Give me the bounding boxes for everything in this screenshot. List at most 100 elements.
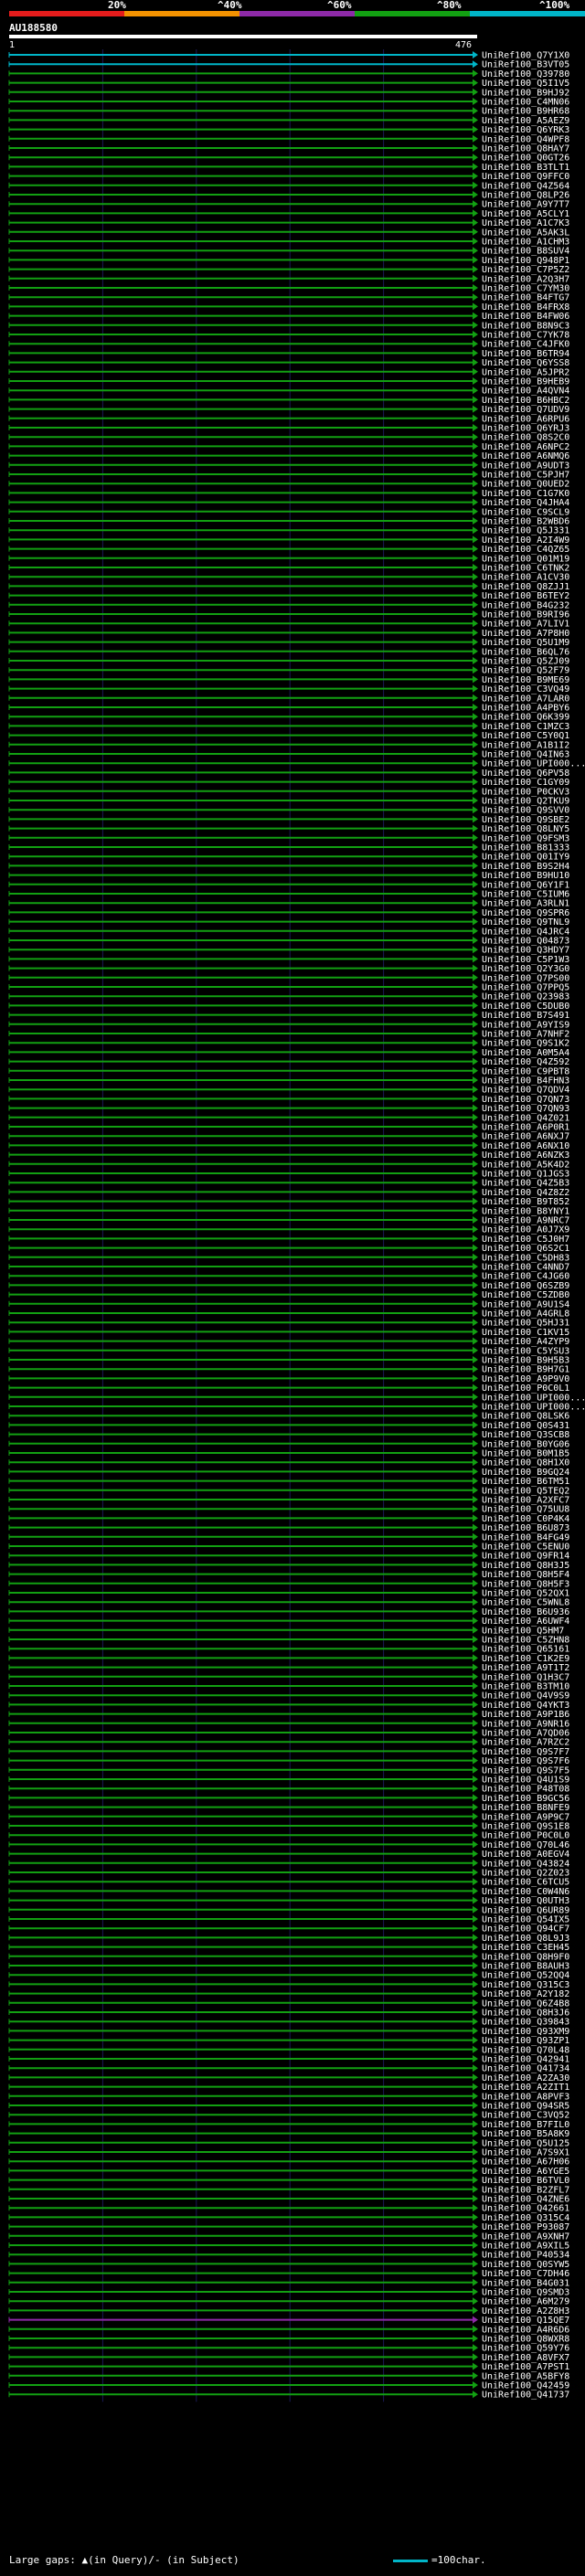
hit-row: UniRef100_A4GRL8: [8, 1309, 569, 1320]
hit-arrow: [473, 1141, 478, 1150]
hit-arrow: [473, 824, 478, 832]
hit-arrow: [473, 704, 478, 711]
hit-row: UniRef100_Q6Y1F1: [8, 880, 569, 890]
hit-label: UniRef100_Q6YRJ3: [482, 424, 569, 434]
hit-label: UniRef100_Q0UTH3: [482, 1896, 569, 1906]
hit-row: UniRef100_C5P1W3: [8, 955, 569, 965]
hit-arrow: [473, 1319, 478, 1327]
hit-arrow: [473, 358, 478, 366]
hit-row: UniRef100_Q4WPF8: [8, 134, 569, 144]
hit-label: UniRef100_Q43824: [482, 1859, 569, 1869]
legend-tick-100: ^100%: [539, 0, 570, 11]
hit-label: UniRef100_B9S2H4: [482, 862, 569, 872]
hit-row: UniRef100_Q8H9F0: [8, 1952, 569, 1962]
hit-arrow: [473, 1113, 478, 1121]
hit-arrow: [473, 2176, 478, 2184]
hit-row: UniRef100_B6U873: [8, 1523, 569, 1533]
hit-label: UniRef100_P0C0L0: [482, 1831, 569, 1841]
hit-arrow: [473, 1039, 478, 1047]
hit-label: UniRef100_A6NXJ7: [482, 1132, 569, 1142]
hit-label: UniRef100_C5IUM6: [482, 890, 569, 900]
hit-label: UniRef100_A5JPR2: [482, 367, 569, 377]
hit-label: UniRef100_C9SCL9: [482, 507, 569, 517]
hit-arrow: [473, 1980, 478, 1988]
hit-label: UniRef100_C5YSU3: [482, 1346, 569, 1356]
hit-arrow: [473, 1132, 478, 1140]
hit-label: UniRef100_Q6YSS8: [482, 358, 569, 368]
hit-row: UniRef100_A0M5A4: [8, 1048, 569, 1058]
hit-row: UniRef100_Q15QE7: [8, 2316, 569, 2326]
hit-label: UniRef100_A2ZIT1: [482, 2083, 569, 2093]
hit-row: UniRef100_C7DH46: [8, 2269, 569, 2279]
hit-row: UniRef100_Q8WXR8: [8, 2335, 569, 2345]
hit-label: UniRef100_B4FRX8: [482, 302, 569, 313]
hit-label: UniRef100_Q5HJ31: [482, 1319, 569, 1329]
hit-row: UniRef100_A1CHM3: [8, 238, 569, 248]
hit-label: UniRef100_Q8LNY5: [482, 824, 569, 834]
hit-row: UniRef100_C5DUB0: [8, 1002, 569, 1012]
hit-arrow: [473, 1290, 478, 1299]
hit-label: UniRef100_Q8LSK6: [482, 1412, 569, 1422]
hit-label: UniRef100_Q42459: [482, 2381, 569, 2391]
hit-arrow: [473, 1962, 478, 1969]
hit-arrow: [473, 396, 478, 404]
hit-row: UniRef100_Q4YKT3: [8, 1701, 569, 1711]
hit-label: UniRef100_Q9S1E8: [482, 1822, 569, 1832]
hit-label: UniRef100_A9XIL5: [482, 2242, 569, 2252]
hit-row: UniRef100_B9RI96: [8, 610, 569, 620]
hit-arrow: [473, 1710, 478, 1718]
hit-label: UniRef100_Q5J331: [482, 526, 569, 536]
hit-arrow: [473, 1776, 478, 1783]
hit-arrow: [473, 2138, 478, 2147]
hit-row: UniRef100_Q5U125: [8, 2138, 569, 2148]
hit-arrow: [473, 1934, 478, 1942]
hit-arrow: [473, 2045, 478, 2053]
hit-arrow: [473, 451, 478, 460]
hit-label: UniRef100_B0YG06: [482, 1439, 569, 1449]
hit-row: UniRef100_Q1JGS3: [8, 1170, 569, 1180]
hit-label: UniRef100_A7PST1: [482, 2362, 569, 2372]
hit-row: UniRef100_Q0GT26: [8, 154, 569, 164]
hit-arrow: [473, 1066, 478, 1075]
hit-label: UniRef100_B3VT05: [482, 60, 569, 70]
hit-row: UniRef100_B9HU10: [8, 871, 569, 881]
hit-arrow: [473, 2167, 478, 2175]
hit-arrow: [473, 1532, 478, 1541]
hit-label: UniRef100_Q8HAY7: [482, 144, 569, 154]
hit-row: UniRef100_A2ZIT1: [8, 2083, 569, 2093]
hit-row: UniRef100_C5DH83: [8, 1253, 569, 1263]
hit-arrow: [473, 2185, 478, 2193]
scale-swatch: [393, 2559, 428, 2562]
hit-row: UniRef100_Q4IN63: [8, 750, 569, 760]
hit-label: UniRef100_C4NND7: [482, 1263, 569, 1273]
hit-label: UniRef100_Q0SYW5: [482, 2260, 569, 2270]
hit-arrow: [473, 1086, 478, 1094]
hit-arrow: [473, 218, 478, 227]
hit-row: UniRef100_C5ENU0: [8, 1542, 569, 1553]
hit-arrow: [473, 405, 478, 413]
hit-arrow: [473, 2390, 478, 2399]
hit-label: UniRef100_A9YIS9: [482, 1020, 569, 1030]
hit-arrow: [473, 228, 478, 236]
hit-row: UniRef100_Q8H3J6: [8, 2009, 569, 2019]
hit-arrow: [473, 1299, 478, 1308]
hit-row: UniRef100_C4NND7: [8, 1263, 569, 1273]
hit-arrow: [473, 908, 478, 917]
hit-label: UniRef100_B6HBC2: [482, 396, 569, 406]
hit-arrow: [473, 1235, 478, 1243]
hit-label: UniRef100_A5CLY1: [482, 209, 569, 219]
hit-label: UniRef100_Q7QN73: [482, 1095, 569, 1105]
hit-row: UniRef100_B9HEB9: [8, 377, 569, 387]
hit-row: UniRef100_Q70L48: [8, 2045, 569, 2055]
hit-label: UniRef100_B6U936: [482, 1607, 569, 1617]
hit-row: UniRef100_B5A8K9: [8, 2129, 569, 2139]
hit-arrow: [473, 1952, 478, 1960]
hit-label: UniRef100_B9HR68: [482, 107, 569, 117]
hit-row: UniRef100_A5AEZ9: [8, 116, 569, 126]
hit-row: UniRef100_Q5HJ31: [8, 1319, 569, 1329]
hit-label: UniRef100_C6TNK2: [482, 564, 569, 574]
hit-label: UniRef100_C9PBT8: [482, 1066, 569, 1076]
hit-label: UniRef100_C5J0H7: [482, 1235, 569, 1245]
hit-arrow: [473, 684, 478, 693]
hit-arrow: [473, 2288, 478, 2295]
